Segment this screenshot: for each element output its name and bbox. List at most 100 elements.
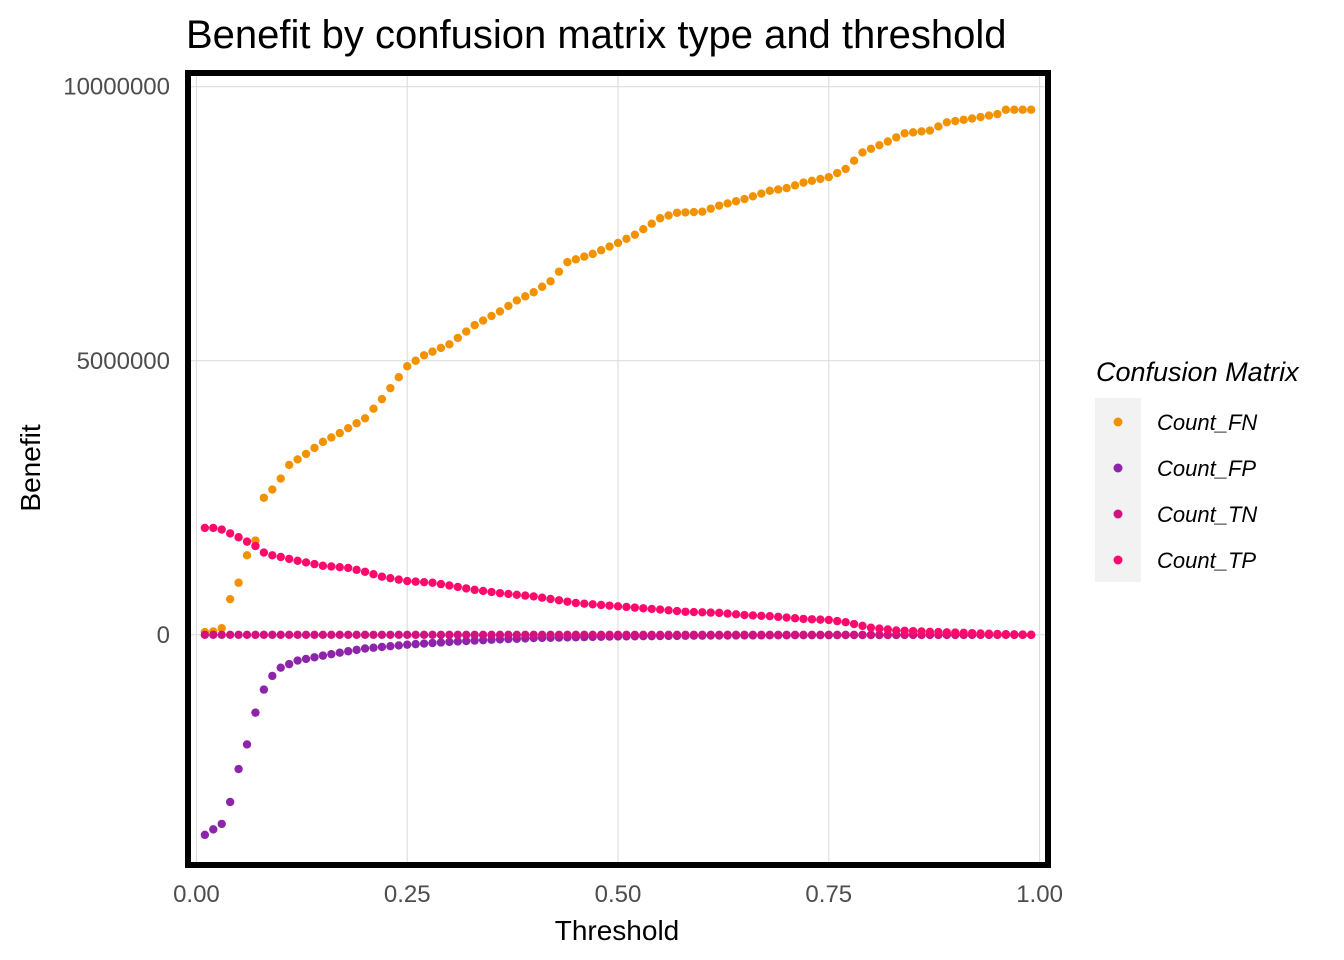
data-point — [951, 628, 960, 637]
data-point — [934, 122, 943, 131]
data-point — [765, 611, 774, 621]
data-point — [748, 611, 758, 620]
data-point — [428, 638, 437, 648]
data-point — [698, 207, 707, 216]
data-point — [672, 606, 682, 616]
legend-key — [1113, 417, 1123, 427]
data-point — [731, 610, 741, 619]
data-point — [959, 115, 968, 124]
legend-key — [1113, 555, 1123, 565]
data-point — [740, 630, 749, 639]
legend-key — [1113, 463, 1123, 473]
data-point — [537, 630, 547, 639]
data-point — [757, 630, 766, 639]
data-point — [445, 581, 454, 590]
data-point — [453, 582, 463, 592]
data-point — [892, 133, 901, 142]
data-point — [563, 257, 572, 267]
data-point — [318, 561, 328, 570]
data-point — [419, 577, 429, 587]
y-tick-label: 0 — [157, 622, 170, 649]
data-point — [740, 194, 749, 204]
data-point — [866, 623, 876, 632]
data-point — [605, 242, 614, 251]
data-point — [647, 219, 656, 228]
data-point — [217, 819, 226, 829]
data-point — [360, 644, 370, 653]
chart-title: Benefit by confusion matrix type and thr… — [186, 13, 1006, 57]
data-point — [200, 830, 210, 840]
data-point — [537, 593, 547, 602]
data-point — [588, 249, 597, 259]
data-point — [386, 383, 395, 393]
data-point — [327, 630, 336, 639]
data-point — [706, 630, 715, 639]
data-point — [327, 433, 336, 442]
data-point — [318, 437, 328, 447]
data-point — [563, 597, 572, 606]
data-point — [343, 563, 353, 573]
x-axis-ticks: 0.00 0.25 0.50 0.75 1.00 — [173, 881, 1063, 908]
data-point — [799, 614, 808, 624]
data-point — [403, 630, 412, 639]
data-point — [942, 118, 952, 127]
data-point — [360, 567, 370, 576]
data-point — [369, 643, 378, 652]
data-point — [360, 414, 370, 423]
data-point — [369, 404, 378, 413]
data-point — [984, 111, 994, 120]
data-point — [681, 630, 690, 639]
data-point — [284, 460, 294, 470]
data-point — [284, 630, 294, 639]
data-point — [563, 630, 572, 639]
data-point — [276, 630, 285, 639]
data-point — [268, 630, 277, 639]
data-point — [672, 208, 682, 217]
data-point — [428, 630, 437, 639]
data-point — [445, 637, 454, 647]
data-point — [883, 625, 893, 634]
y-tick-label: 5000000 — [77, 348, 170, 375]
data-point — [276, 474, 285, 483]
data-point — [369, 630, 378, 639]
data-point — [967, 114, 977, 123]
data-point — [1001, 629, 1011, 639]
data-point — [875, 140, 884, 150]
data-point — [225, 594, 235, 604]
data-point — [377, 572, 387, 581]
data-point — [596, 630, 606, 639]
data-point — [546, 594, 555, 604]
data-point — [1010, 105, 1019, 114]
data-point — [639, 630, 648, 639]
data-point — [268, 551, 277, 560]
data-point — [723, 609, 732, 618]
data-point — [833, 168, 842, 178]
data-point — [571, 598, 581, 608]
data-point — [723, 199, 732, 208]
data-point — [571, 630, 581, 639]
data-point — [908, 128, 918, 137]
data-point — [647, 604, 656, 614]
data-point — [512, 296, 522, 305]
data-point — [310, 559, 319, 569]
data-point — [925, 126, 935, 135]
data-point — [276, 663, 285, 672]
data-point — [976, 112, 985, 122]
data-point — [655, 605, 665, 614]
data-point — [436, 343, 446, 353]
data-point — [335, 630, 344, 639]
data-point — [293, 455, 302, 464]
data-point — [301, 654, 311, 664]
data-point — [655, 630, 665, 639]
data-point — [436, 630, 446, 639]
data-point — [799, 178, 808, 187]
x-tick-label: 0.75 — [805, 881, 852, 908]
data-point — [630, 603, 640, 612]
data-point — [723, 630, 732, 639]
data-point — [268, 671, 277, 681]
x-axis-label: Threshold — [555, 915, 680, 946]
data-point — [529, 630, 538, 639]
data-points — [200, 105, 1036, 840]
data-point — [529, 592, 538, 601]
data-point — [487, 587, 496, 597]
